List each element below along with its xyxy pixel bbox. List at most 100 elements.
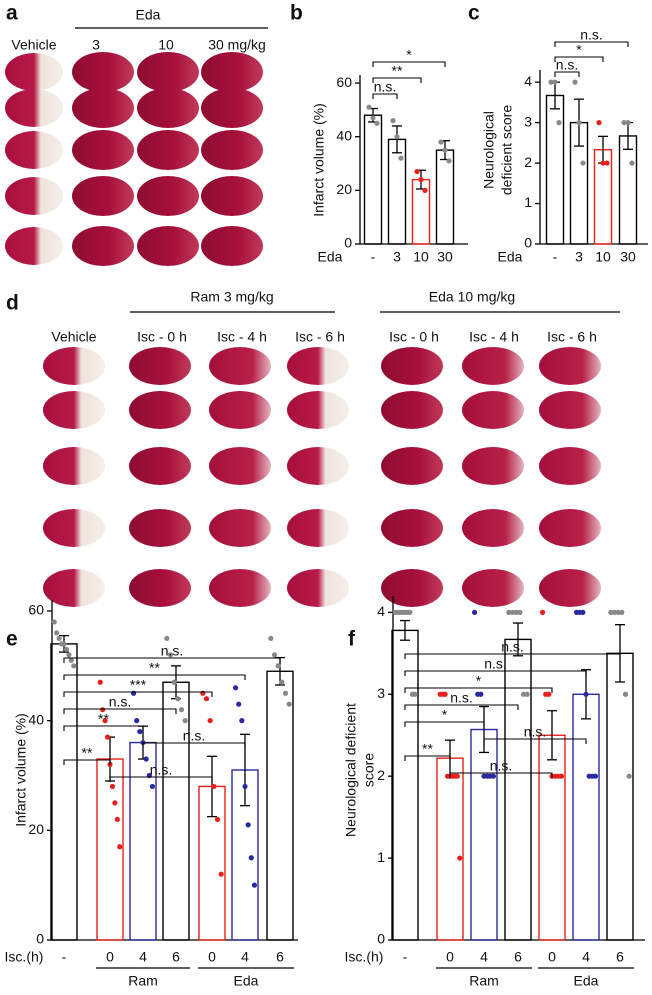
data-point <box>61 641 67 647</box>
x-tick-label: - <box>403 949 408 965</box>
y-tick-label: 4 <box>377 603 385 619</box>
x-tick-label: 0 <box>208 949 216 965</box>
significance-bracket <box>404 704 519 710</box>
panel-letter: c <box>468 2 480 25</box>
x-tick-label: 4 <box>139 949 147 965</box>
column-label: Vehicle <box>51 329 96 345</box>
significance-bracket <box>372 61 446 67</box>
data-point <box>412 691 418 697</box>
x-tick-label: 6 <box>514 949 522 965</box>
significance-bracket <box>404 653 621 659</box>
data-point <box>454 773 460 779</box>
data-point <box>446 158 452 164</box>
brain-slice-row <box>5 130 263 170</box>
significance-bracket <box>63 691 213 697</box>
x-tick-label: 10 <box>413 249 429 265</box>
data-point <box>251 882 258 888</box>
data-point <box>143 756 149 762</box>
significance-bracket <box>554 71 580 77</box>
y-tick-label: 3 <box>524 113 532 129</box>
column-label: Vehicle <box>11 37 56 53</box>
data-point <box>137 729 143 735</box>
data-point <box>442 147 448 153</box>
brain-slice-row <box>5 88 263 128</box>
significance-label: n.s. <box>450 690 473 706</box>
group-label: Eda <box>234 973 259 989</box>
data-point <box>414 168 420 175</box>
y-axis-label: Neurological deficient <box>343 703 359 837</box>
data-point <box>604 160 610 166</box>
y-axis-label: Infarct volume (%) <box>311 103 327 217</box>
significance-label: n.s. <box>374 79 397 95</box>
significance-bracket <box>372 93 398 99</box>
group-label: Eda <box>136 7 161 23</box>
y-tick-label: 20 <box>336 181 352 197</box>
bar <box>538 734 566 941</box>
x-tick-label: 30 <box>620 249 636 265</box>
data-point <box>592 773 599 779</box>
column-label: Isc - 4 h <box>217 329 267 345</box>
significance-label: ** <box>422 741 433 757</box>
data-point <box>134 718 140 724</box>
data-point <box>572 79 578 85</box>
column-label: 3 <box>92 37 100 53</box>
data-point <box>629 160 635 166</box>
data-point <box>282 690 289 696</box>
data-point <box>182 718 188 724</box>
significance-bracket <box>404 670 587 676</box>
column-label: Isc - 0 h <box>137 329 187 345</box>
data-point <box>438 139 444 145</box>
brain-slice-row <box>5 52 263 92</box>
group-label: Ram <box>469 973 499 989</box>
x-axis-label: Isc.(h) <box>5 949 44 965</box>
data-point <box>517 609 523 615</box>
significance-label: * <box>406 47 412 63</box>
significance-label: n.s. <box>524 724 547 740</box>
data-point <box>583 691 589 697</box>
data-point <box>149 783 156 790</box>
data-point <box>271 652 278 658</box>
panel-letter: d <box>6 292 19 315</box>
data-point <box>457 855 463 861</box>
data-point <box>117 844 123 850</box>
significance-label: ** <box>149 660 160 676</box>
data-point <box>232 685 239 691</box>
significance-label: n.s. <box>556 57 579 73</box>
brain-slice-row <box>43 569 601 607</box>
significance-label: ** <box>82 745 93 761</box>
significance-label: * <box>442 707 448 723</box>
x-axis-label: Isc.(h) <box>345 949 384 965</box>
data-point <box>478 691 484 697</box>
data-point <box>104 734 111 740</box>
y-axis-label: deficient score <box>499 105 515 195</box>
significance-bracket <box>63 725 144 731</box>
data-point <box>490 773 497 779</box>
significance-bracket <box>63 674 246 680</box>
bar <box>435 149 455 245</box>
data-point <box>56 635 62 641</box>
data-point <box>68 657 74 663</box>
data-point <box>171 679 177 685</box>
significance-label: n.s. <box>484 656 507 672</box>
data-point <box>509 609 516 615</box>
significance-bracket <box>372 77 422 83</box>
data-point <box>374 120 380 126</box>
y-axis-label: Infarct volume (%) <box>13 713 29 827</box>
data-point <box>245 822 251 828</box>
data-point <box>178 707 185 713</box>
y-tick-label: 2 <box>524 154 532 170</box>
data-point <box>54 630 60 636</box>
data-point <box>548 79 554 85</box>
data-point <box>390 118 396 124</box>
column-label: Isc - 0 h <box>389 329 439 345</box>
x-tick-label: 10 <box>595 249 611 265</box>
x-tick-label: 4 <box>480 949 488 965</box>
data-point <box>370 115 376 121</box>
data-point <box>102 718 108 724</box>
data-point <box>239 718 245 724</box>
bar <box>266 670 294 941</box>
panel-letter: e <box>6 628 18 651</box>
data-point <box>611 609 618 615</box>
y-tick-label: 60 <box>28 602 44 618</box>
significance-bracket <box>404 755 451 761</box>
